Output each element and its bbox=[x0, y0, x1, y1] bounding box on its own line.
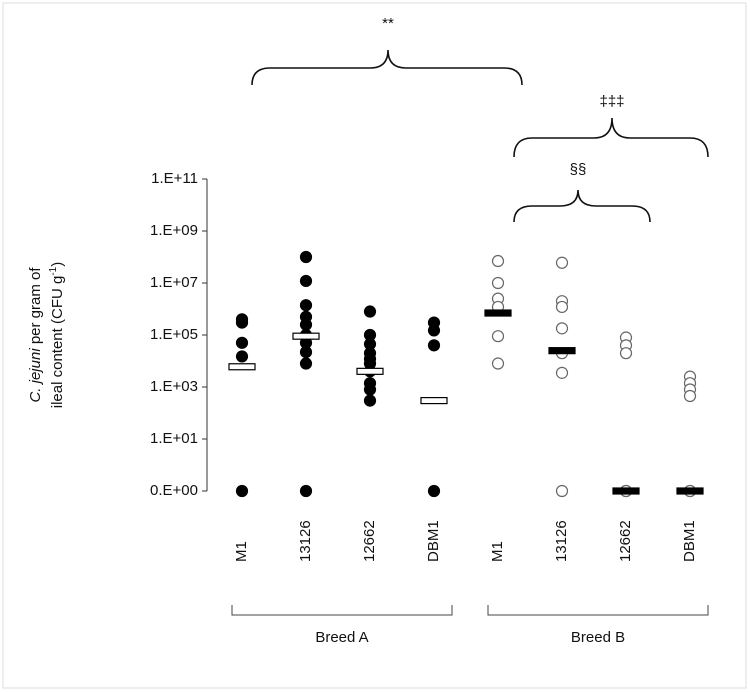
data-point bbox=[235, 316, 249, 329]
data-point bbox=[555, 300, 569, 314]
x-tick-label: 12662 bbox=[361, 520, 378, 562]
y-tick-label: 0.E+00 bbox=[150, 482, 198, 499]
data-point bbox=[555, 366, 569, 379]
data-point bbox=[555, 256, 569, 269]
data-point bbox=[299, 318, 313, 331]
data-point bbox=[491, 357, 505, 370]
data-point bbox=[235, 350, 249, 363]
data-point bbox=[235, 336, 249, 349]
data-point bbox=[555, 484, 569, 498]
y-tick-label: 1.E+03 bbox=[150, 378, 198, 395]
data-point bbox=[619, 347, 633, 360]
median-marker bbox=[420, 396, 448, 405]
x-tick-label: DBM1 bbox=[681, 520, 698, 562]
data-point bbox=[427, 324, 441, 337]
data-point bbox=[427, 484, 441, 498]
median-marker bbox=[356, 367, 384, 375]
median-marker bbox=[548, 347, 576, 355]
annotation: ‡‡‡ bbox=[599, 93, 624, 110]
bracket bbox=[513, 189, 651, 223]
y-label-part: per gram of bbox=[27, 267, 44, 349]
data-point bbox=[491, 254, 505, 268]
median-marker bbox=[612, 487, 640, 495]
data-point bbox=[299, 299, 313, 312]
y-axis-label: ileal content (CFU g-1) bbox=[48, 262, 66, 408]
x-tick-label: 13126 bbox=[553, 520, 570, 562]
x-tick-label: DBM1 bbox=[425, 520, 442, 562]
data-point bbox=[235, 484, 249, 498]
y-axis-label: C. jejuni per gram of bbox=[27, 267, 44, 403]
median-marker bbox=[228, 363, 256, 371]
y-tick-label: 1.E+09 bbox=[150, 222, 198, 239]
bracket bbox=[513, 117, 709, 158]
y-label-part: ileal content (CFU g bbox=[49, 276, 66, 409]
median-marker bbox=[484, 309, 512, 317]
data-point bbox=[299, 345, 313, 359]
data-point bbox=[555, 322, 569, 335]
data-point bbox=[363, 305, 377, 318]
x-tick-label: 13126 bbox=[297, 520, 314, 562]
data-point bbox=[363, 383, 377, 396]
group-bracket bbox=[231, 605, 453, 616]
group-bracket bbox=[487, 605, 709, 616]
group-label: Breed B bbox=[571, 629, 625, 646]
data-point bbox=[363, 394, 377, 407]
x-tick-label: M1 bbox=[233, 541, 250, 562]
y-label-part: C. jejuni bbox=[27, 348, 44, 403]
group-label: Breed A bbox=[315, 629, 368, 646]
y-tick-label: 1.E+05 bbox=[150, 326, 198, 343]
data-point bbox=[427, 339, 441, 352]
data-point bbox=[299, 484, 313, 498]
data-point bbox=[491, 276, 505, 290]
median-marker bbox=[292, 332, 320, 340]
y-label-part: -1 bbox=[48, 266, 59, 275]
y-tick-label: 1.E+01 bbox=[150, 430, 198, 447]
data-point bbox=[683, 389, 697, 403]
x-tick-label: M1 bbox=[489, 541, 506, 562]
data-point bbox=[299, 357, 313, 370]
annotation: §§ bbox=[570, 161, 587, 178]
x-tick-label: 12662 bbox=[617, 520, 634, 562]
y-tick-label: 1.E+11 bbox=[151, 170, 198, 187]
y-label-part: ) bbox=[49, 262, 66, 267]
data-point bbox=[299, 250, 313, 264]
data-point bbox=[299, 274, 313, 288]
median-marker bbox=[676, 487, 704, 495]
y-tick-label: 1.E+07 bbox=[150, 274, 198, 291]
bracket bbox=[251, 49, 523, 86]
data-point bbox=[491, 330, 505, 343]
annotation: ** bbox=[382, 15, 394, 32]
